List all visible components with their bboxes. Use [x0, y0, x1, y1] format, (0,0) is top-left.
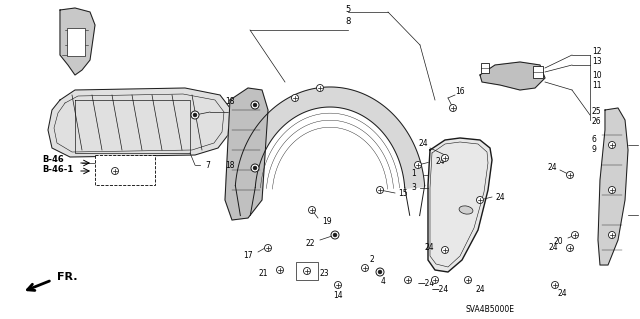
Text: 24: 24 — [435, 158, 445, 167]
Text: 19: 19 — [322, 218, 332, 226]
Text: 24: 24 — [419, 139, 428, 149]
Circle shape — [251, 101, 259, 109]
Text: 1: 1 — [412, 168, 416, 177]
Circle shape — [566, 172, 573, 179]
Circle shape — [442, 247, 449, 254]
Text: 25: 25 — [592, 108, 602, 116]
Text: 24: 24 — [548, 243, 558, 253]
Polygon shape — [480, 62, 545, 90]
Circle shape — [333, 233, 337, 237]
Circle shape — [609, 187, 616, 194]
Text: 24: 24 — [547, 164, 557, 173]
Bar — [296, 262, 318, 280]
Text: 21: 21 — [259, 269, 268, 278]
Circle shape — [415, 161, 422, 168]
Circle shape — [362, 264, 369, 271]
Circle shape — [552, 281, 559, 288]
Text: 8: 8 — [346, 18, 351, 26]
Bar — [67, 28, 85, 56]
Text: 9: 9 — [592, 145, 597, 154]
Text: SVA4B5000E: SVA4B5000E — [465, 306, 515, 315]
Circle shape — [264, 244, 271, 251]
Text: —24: —24 — [432, 286, 449, 294]
Circle shape — [477, 197, 483, 204]
Text: 18: 18 — [225, 98, 235, 107]
Text: 2: 2 — [370, 256, 374, 264]
Circle shape — [253, 166, 257, 170]
Ellipse shape — [459, 206, 473, 214]
Circle shape — [431, 277, 438, 284]
Bar — [95, 155, 155, 185]
Text: —24: —24 — [418, 278, 435, 287]
Circle shape — [378, 270, 382, 274]
Text: 14: 14 — [333, 292, 343, 300]
Polygon shape — [48, 88, 230, 157]
Circle shape — [572, 232, 579, 239]
Text: 18: 18 — [225, 160, 235, 169]
Circle shape — [465, 277, 472, 284]
Circle shape — [442, 154, 449, 161]
Text: 13: 13 — [592, 57, 602, 66]
Circle shape — [609, 142, 616, 149]
Text: 5: 5 — [346, 5, 351, 14]
Text: 3: 3 — [411, 183, 416, 192]
Circle shape — [276, 266, 284, 273]
Text: B-46-1: B-46-1 — [42, 166, 73, 174]
Text: 12: 12 — [592, 48, 602, 56]
Circle shape — [331, 231, 339, 239]
Text: 24: 24 — [475, 286, 484, 294]
Circle shape — [404, 277, 412, 284]
Text: 4: 4 — [381, 278, 385, 286]
Circle shape — [335, 281, 342, 288]
Text: B-46: B-46 — [42, 155, 64, 165]
Bar — [481, 63, 489, 73]
Text: 20: 20 — [554, 236, 563, 246]
Polygon shape — [428, 138, 492, 272]
Circle shape — [566, 244, 573, 251]
Circle shape — [111, 167, 118, 174]
Text: 24: 24 — [424, 242, 434, 251]
Text: 24: 24 — [558, 288, 568, 298]
Circle shape — [317, 85, 323, 92]
Circle shape — [609, 232, 616, 239]
Text: 10: 10 — [592, 70, 602, 79]
Text: 17: 17 — [236, 108, 246, 116]
Text: 23: 23 — [320, 269, 330, 278]
Text: 24: 24 — [495, 192, 504, 202]
Text: 22: 22 — [305, 239, 315, 248]
Circle shape — [253, 103, 257, 107]
Text: FR.: FR. — [57, 272, 77, 282]
Circle shape — [308, 206, 316, 213]
Circle shape — [449, 105, 456, 112]
Polygon shape — [598, 108, 628, 265]
Polygon shape — [236, 87, 424, 188]
Text: 7: 7 — [205, 160, 210, 169]
Text: 11: 11 — [592, 80, 602, 90]
Text: 26: 26 — [592, 117, 602, 127]
Text: 16: 16 — [455, 87, 465, 97]
Circle shape — [291, 94, 298, 101]
Text: 17: 17 — [243, 250, 253, 259]
Circle shape — [251, 164, 259, 172]
Text: 6: 6 — [592, 136, 597, 145]
Circle shape — [376, 268, 384, 276]
Polygon shape — [60, 8, 95, 75]
Text: 15: 15 — [398, 189, 408, 197]
Polygon shape — [225, 88, 268, 220]
Circle shape — [193, 113, 197, 117]
Circle shape — [191, 111, 199, 119]
Bar — [533, 66, 543, 78]
Circle shape — [376, 187, 383, 194]
Circle shape — [303, 268, 310, 275]
